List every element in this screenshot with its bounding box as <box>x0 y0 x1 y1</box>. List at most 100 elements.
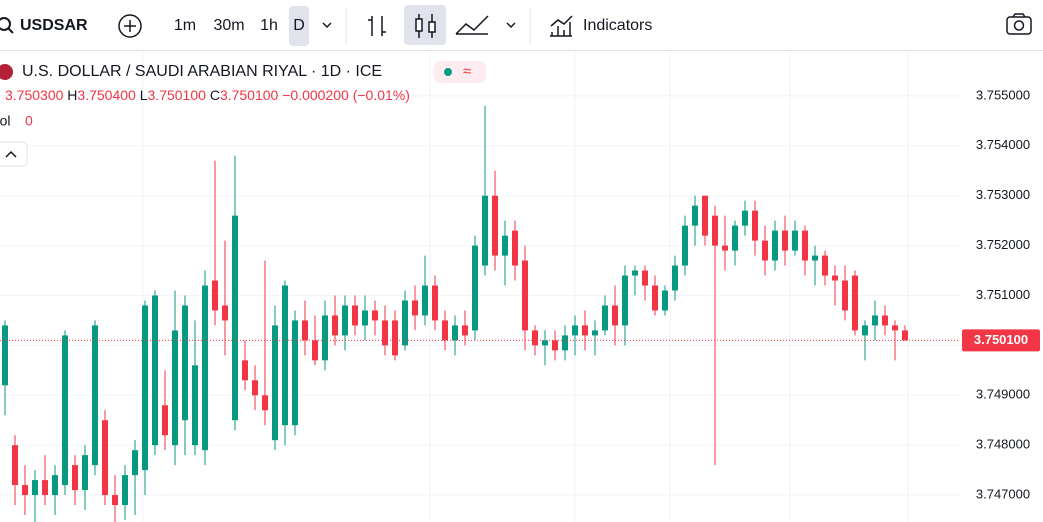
search-icon[interactable] <box>0 17 14 34</box>
candle-body <box>762 240 768 261</box>
candle-body <box>282 285 288 426</box>
bars-icon[interactable] <box>368 16 386 36</box>
candle-body <box>862 325 868 336</box>
dropdown[interactable] <box>506 22 516 29</box>
candle-body <box>562 335 568 351</box>
y-tick-label: 3.748000 <box>976 437 1030 452</box>
indicators-icon[interactable] <box>550 15 573 37</box>
high-label: H <box>67 87 77 103</box>
candle-body <box>322 315 328 361</box>
candle-body <box>422 285 428 316</box>
y-tick-label: 3.749000 <box>976 387 1030 402</box>
status-badge <box>434 61 486 83</box>
candle-body <box>292 320 298 426</box>
candle-body <box>372 310 378 321</box>
candle-body <box>442 320 448 341</box>
candle-body <box>62 335 68 486</box>
candle-body <box>72 465 78 491</box>
y-tick-label: 3.755000 <box>976 87 1030 102</box>
candle-body <box>582 325 588 336</box>
toolbar: USDSAR 1m 30m 1h D Indicators <box>0 0 1043 51</box>
candle-body <box>472 245 478 331</box>
candle-body <box>712 215 718 246</box>
candle-body <box>702 195 708 236</box>
legend-title: U.S. DOLLAR / SAUDI ARABIAN RIYAL · 1D ·… <box>22 63 382 80</box>
interval[interactable]: D <box>293 17 305 34</box>
candle-body <box>832 275 838 281</box>
candle-body <box>192 365 198 446</box>
candle-body <box>872 315 878 326</box>
interval[interactable]: 1h <box>260 17 278 34</box>
candle-body <box>792 230 798 251</box>
candle-body <box>622 275 628 326</box>
candle-body <box>12 445 18 486</box>
flag-icon <box>0 64 13 80</box>
change: −0.000200 (−0.01%) <box>282 87 410 103</box>
high-value: 3.750400 <box>77 87 136 103</box>
last-price-box <box>962 329 1040 352</box>
candles-icon[interactable] <box>415 14 436 38</box>
candle-body <box>92 325 98 466</box>
candle-body <box>662 290 668 311</box>
volume-value: 0 <box>25 113 33 129</box>
candle-body <box>552 340 558 351</box>
add-symbol[interactable] <box>118 14 142 38</box>
candle-body <box>52 475 58 496</box>
symbol[interactable]: USDSAR <box>20 17 88 34</box>
area-icon[interactable] <box>455 15 489 35</box>
candle-body <box>502 235 508 256</box>
interval[interactable]: 1m <box>174 17 196 34</box>
candle-body <box>652 285 658 311</box>
candle-body <box>132 450 138 476</box>
candle-body <box>672 265 678 291</box>
toolbar-bg <box>0 0 1043 50</box>
interval-active <box>289 6 309 46</box>
candle-body <box>432 285 438 321</box>
ohlc: 3.750300 H3.750400 L3.750100 C3.750100 −… <box>5 87 410 103</box>
dropdown[interactable] <box>322 22 332 29</box>
candle-body <box>212 280 218 311</box>
candles <box>0 105 960 522</box>
candle-body <box>452 325 458 341</box>
candle-body <box>892 325 898 331</box>
chart-type-active <box>404 5 446 45</box>
candle-body <box>512 230 518 266</box>
grid <box>0 51 960 522</box>
candle-body <box>902 330 908 341</box>
candle-body <box>392 320 398 356</box>
candle-body <box>812 255 818 261</box>
status-icon: ≈ <box>463 63 471 80</box>
volume-label: Vol <box>0 113 10 129</box>
indicators[interactable]: Indicators <box>583 17 652 34</box>
candle-body <box>222 305 228 321</box>
candle-body <box>612 305 618 326</box>
candle-body <box>242 360 248 381</box>
candle-body <box>492 195 498 256</box>
candle-body <box>692 205 698 226</box>
candle-body <box>2 325 8 386</box>
candle-body <box>142 305 148 471</box>
candle-body <box>312 340 318 361</box>
interval[interactable]: 30m <box>213 17 244 34</box>
candle-body <box>172 330 178 446</box>
candle-body <box>752 210 758 241</box>
candle-body <box>112 495 118 506</box>
candle-body <box>802 230 808 261</box>
snapshot-icon[interactable] <box>1006 13 1032 35</box>
candle-body <box>102 420 108 496</box>
y-tick-label: 3.751000 <box>976 287 1030 302</box>
candle-body <box>152 295 158 446</box>
close-value: 3.750100 <box>220 87 279 103</box>
candle-body <box>742 210 748 226</box>
candle-body <box>882 315 888 326</box>
candle-body <box>722 245 728 251</box>
candle-body <box>22 485 28 496</box>
low-value: 3.750100 <box>148 87 207 103</box>
candle-body <box>482 195 488 266</box>
open-value: 3.750300 <box>5 87 64 103</box>
y-tick-label: 3.753000 <box>976 187 1030 202</box>
candle-body <box>532 330 538 346</box>
candle-body <box>32 480 38 496</box>
y-tick-label: 3.747000 <box>976 486 1030 501</box>
